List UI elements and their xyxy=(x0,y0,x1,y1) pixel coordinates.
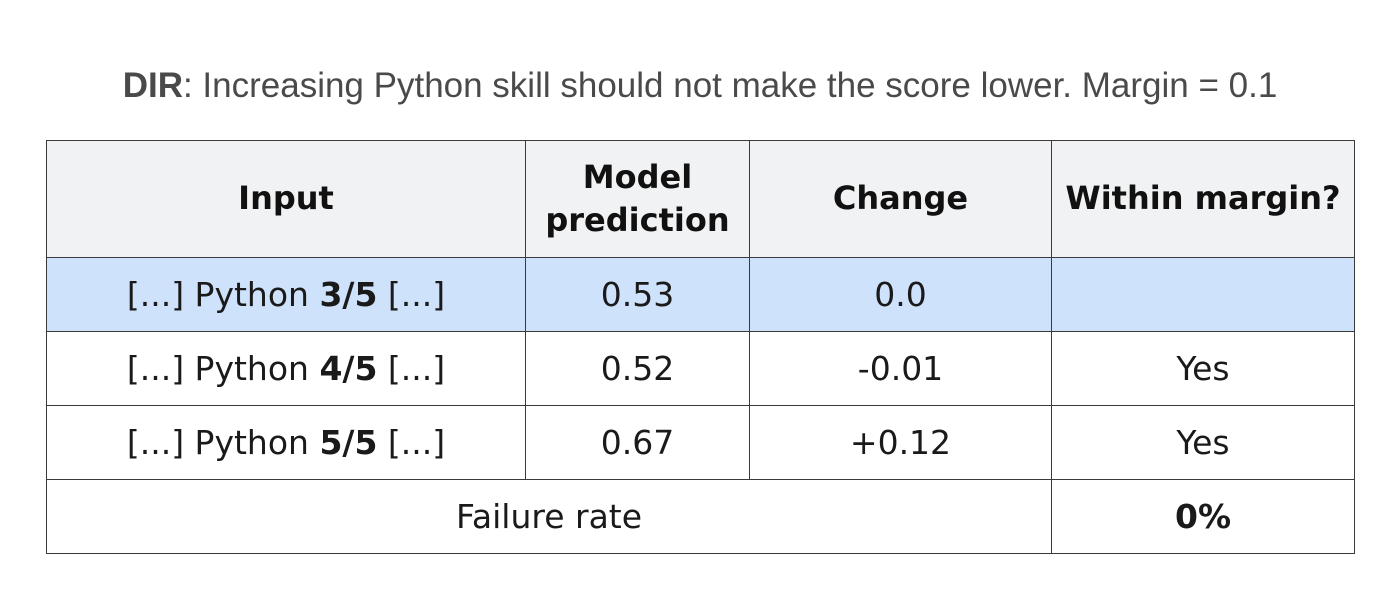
table-row: [...] Python 4/5 [...] 0.52 -0.01 Yes xyxy=(46,331,1355,406)
header-change: Change xyxy=(749,140,1052,258)
prediction-cell: 0.52 xyxy=(525,331,750,406)
input-score: 4/5 xyxy=(319,349,378,388)
header-row: Input Model prediction Change Within mar… xyxy=(46,140,1355,258)
footer-row: Failure rate 0% xyxy=(46,479,1355,554)
header-input: Input xyxy=(46,140,526,258)
page-title: DIR: Increasing Python skill should not … xyxy=(0,66,1400,106)
change-cell: +0.12 xyxy=(749,405,1052,480)
change-cell: -0.01 xyxy=(749,331,1052,406)
failure-rate-label: Failure rate xyxy=(46,479,1052,554)
title-prefix: DIR xyxy=(122,66,183,105)
change-cell: 0.0 xyxy=(749,257,1052,332)
input-score: 5/5 xyxy=(319,423,378,462)
table-row: [...] Python 5/5 [...] 0.67 +0.12 Yes xyxy=(46,405,1355,480)
input-suffix: [...] xyxy=(377,275,446,314)
title-text: : Increasing Python skill should not mak… xyxy=(182,66,1278,105)
header-prediction: Model prediction xyxy=(525,140,750,258)
input-prefix: [...] Python xyxy=(126,349,320,388)
input-cell: [...] Python 5/5 [...] xyxy=(46,405,526,480)
within-margin-cell: Yes xyxy=(1051,405,1355,480)
table-row: [...] Python 3/5 [...] 0.53 0.0 xyxy=(46,257,1355,332)
prediction-cell: 0.67 xyxy=(525,405,750,480)
input-prefix: [...] Python xyxy=(126,423,320,462)
within-margin-cell: Yes xyxy=(1051,331,1355,406)
input-suffix: [...] xyxy=(377,349,446,388)
failure-rate-value: 0% xyxy=(1051,479,1355,554)
header-prediction-line2: prediction xyxy=(545,201,730,239)
results-table: Input Model prediction Change Within mar… xyxy=(46,140,1355,554)
input-score: 3/5 xyxy=(319,275,378,314)
header-within-margin: Within margin? xyxy=(1051,140,1355,258)
header-prediction-line1: Model xyxy=(582,157,693,196)
input-cell: [...] Python 4/5 [...] xyxy=(46,331,526,406)
input-prefix: [...] Python xyxy=(126,275,320,314)
prediction-cell: 0.53 xyxy=(525,257,750,332)
input-suffix: [...] xyxy=(377,423,446,462)
input-cell: [...] Python 3/5 [...] xyxy=(46,257,526,332)
within-margin-cell xyxy=(1051,257,1355,332)
